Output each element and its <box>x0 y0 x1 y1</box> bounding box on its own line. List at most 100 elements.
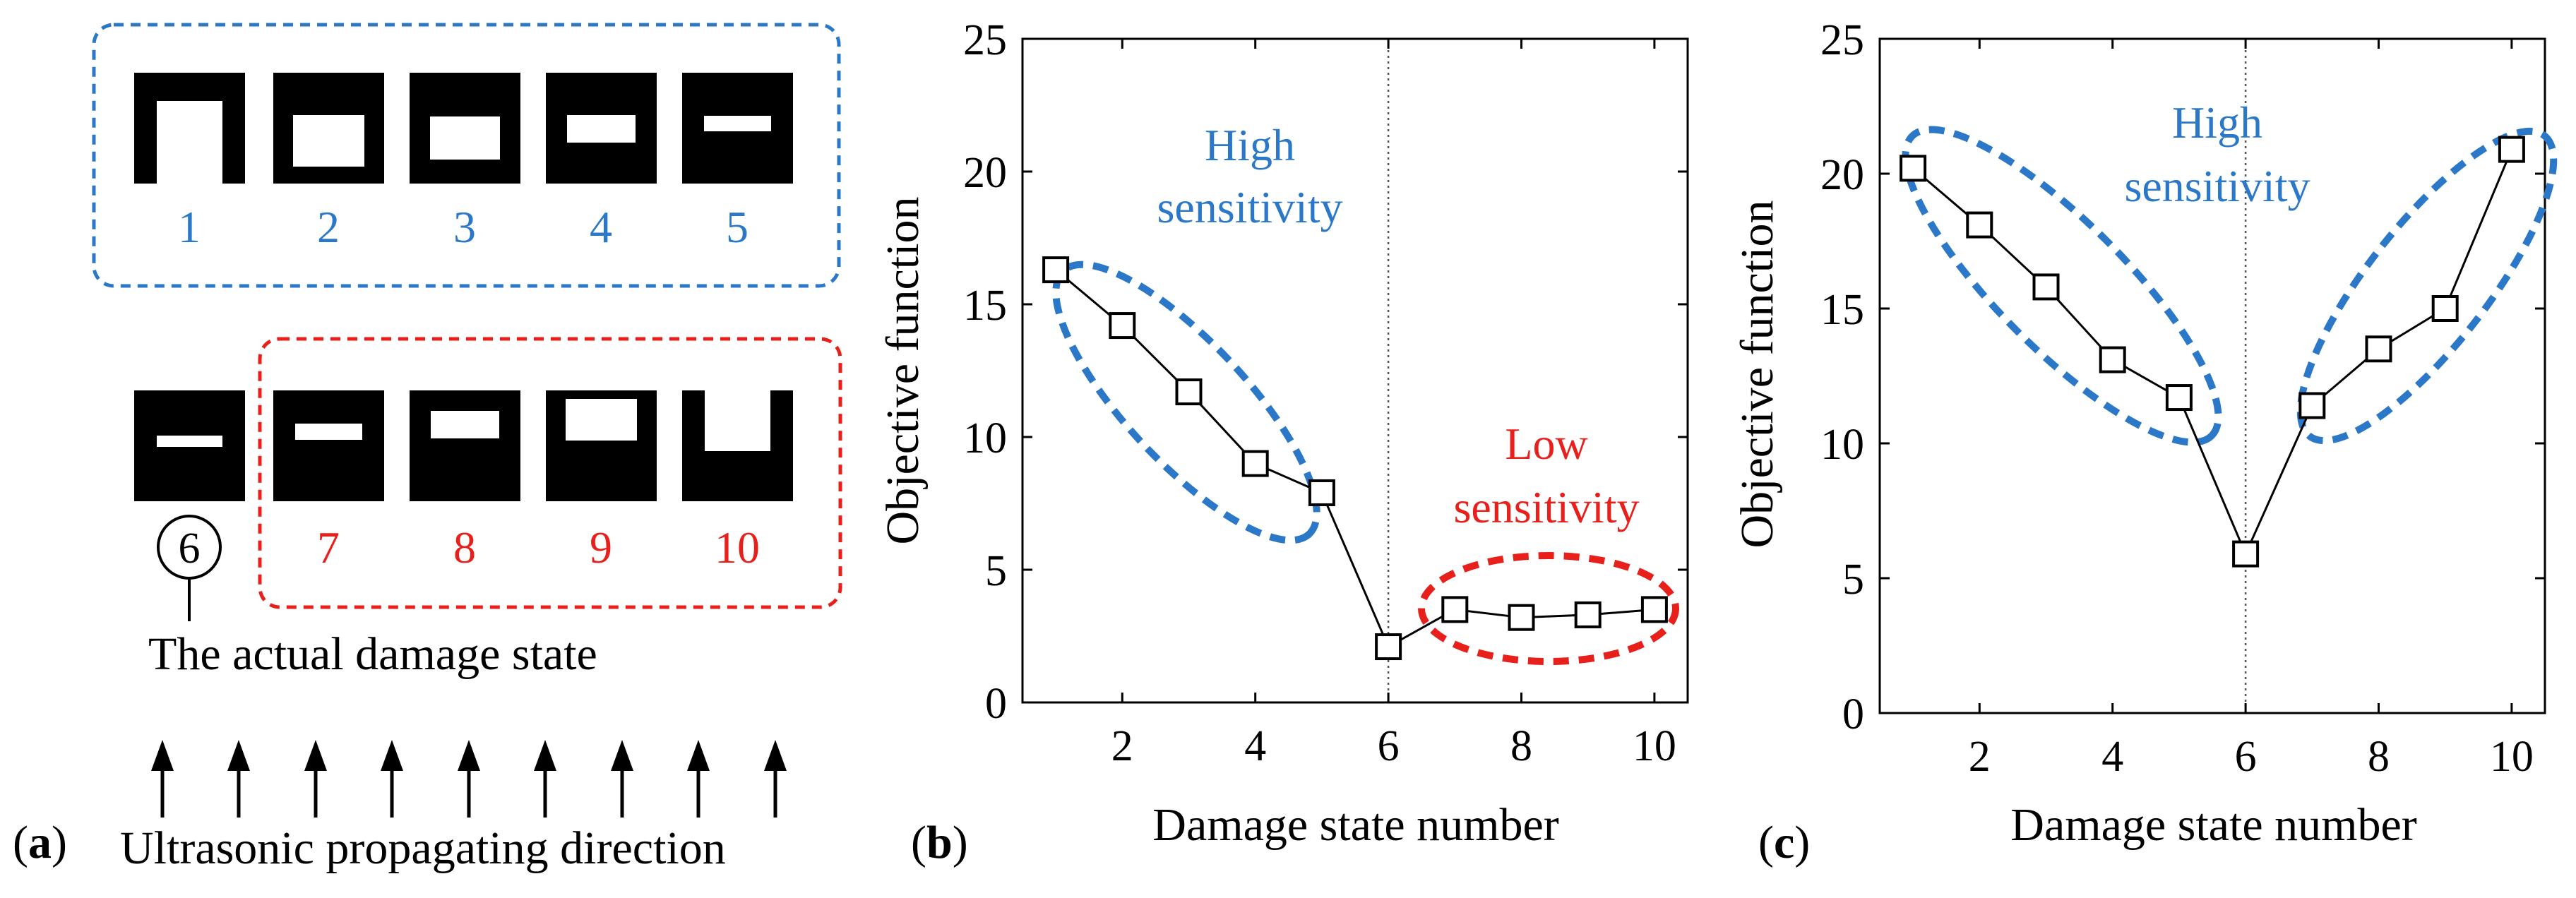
data-point-marker <box>1241 450 1269 477</box>
data-point-marker <box>1900 155 1927 182</box>
plot-b-xlabel: Damage state number <box>1152 799 1558 851</box>
x-tick-label: 2 <box>1111 722 1133 770</box>
data-point-marker <box>2232 540 2260 568</box>
panel-c: 0 5 10 15 20 25 2 4 6 8 10 High sensitivity Object… <box>1731 16 2558 868</box>
damage-state-label-9: 9 <box>590 522 612 573</box>
damage-state-label-4: 4 <box>590 202 612 252</box>
propagation-arrow-icon <box>687 740 710 818</box>
damage-state-6-icon <box>134 390 245 501</box>
data-point-marker <box>2165 384 2193 412</box>
top-group-box <box>92 23 841 288</box>
data-point-marker <box>2298 392 2326 419</box>
damage-state-label-10: 10 <box>715 522 760 573</box>
plot-b-ticks: 0 5 10 15 20 25 2 4 6 8 10 <box>963 16 1688 770</box>
propagation-arrow-icon <box>611 740 633 818</box>
plot-b-annotation-high-line2: sensitivity <box>1157 182 1342 232</box>
plot-b-frame <box>1021 37 1689 704</box>
data-point-marker <box>1175 378 1203 406</box>
plot-b-panel-label: (b) <box>911 817 968 868</box>
damage-state-10-icon <box>682 390 793 501</box>
plot-b-annotation-low: Low sensitivity <box>1453 419 1639 532</box>
y-tick-label: 20 <box>963 149 1007 197</box>
x-tick-label: 6 <box>1378 722 1400 770</box>
y-tick-label: 25 <box>1820 16 1864 64</box>
x-tick-label: 8 <box>2368 733 2390 781</box>
plot-b-high-sensitivity-ellipse <box>1052 261 1320 544</box>
data-point-marker <box>1574 601 1602 628</box>
y-tick-label: 0 <box>1842 690 1864 738</box>
plot-b-annotation-low-line2: sensitivity <box>1453 482 1639 532</box>
damage-state-9-icon <box>546 390 657 501</box>
x-tick-label: 8 <box>1510 722 1532 770</box>
damage-state-1-icon <box>134 73 245 184</box>
data-point-marker <box>1109 312 1136 340</box>
plot-c-series <box>1900 136 2525 568</box>
panel-a: 1 2 3 4 5 6 7 8 9 10 <box>13 23 842 874</box>
plot-c-frame <box>1878 37 2546 714</box>
propagation-arrow-icon <box>381 740 403 818</box>
x-tick-label: 4 <box>2101 733 2123 781</box>
plot-c-series-line <box>1912 149 2513 557</box>
damage-state-4-icon <box>546 73 657 184</box>
y-tick-label: 0 <box>985 680 1007 728</box>
y-tick-label: 10 <box>963 414 1007 462</box>
data-point-marker <box>2099 346 2126 373</box>
data-point-marker <box>1508 604 1535 631</box>
plot-b-ellipses <box>1052 261 1679 665</box>
data-point-marker <box>2431 295 2459 322</box>
damage-state-7-icon <box>273 390 384 501</box>
damage-state-label-5: 5 <box>726 202 749 252</box>
damage-state-label-7: 7 <box>317 522 340 573</box>
y-tick-label: 5 <box>985 547 1007 595</box>
plot-b-low-sensitivity-ellipse <box>1418 552 1679 665</box>
data-point-marker <box>1308 479 1335 506</box>
data-point-marker <box>1042 256 1070 284</box>
data-point-marker <box>1441 596 1469 623</box>
data-point-marker <box>1966 211 1993 239</box>
bottom-group-box <box>258 337 842 609</box>
panel-b: 0 5 10 15 20 25 2 4 6 8 10 High sensitivity Low se… <box>877 16 1689 868</box>
data-point-marker <box>1375 633 1402 661</box>
propagation-arrow-icon <box>764 740 787 818</box>
plot-b-series-line <box>1055 268 1655 649</box>
plot-c-ellipses <box>1902 126 2558 446</box>
x-tick-label: 10 <box>1633 722 1676 770</box>
propagation-arrow-icon <box>458 740 480 818</box>
y-tick-label: 5 <box>1842 556 1864 604</box>
damage-state-label-3: 3 <box>453 202 476 252</box>
damage-state-label-8: 8 <box>453 522 476 573</box>
damage-state-label-1: 1 <box>178 202 201 252</box>
data-point-marker <box>2032 273 2060 301</box>
panel-a-label: (a) <box>13 817 67 868</box>
data-point-marker <box>2498 136 2525 163</box>
plot-c-panel-label: (c) <box>1758 817 1810 868</box>
damage-state-8-icon <box>410 390 520 501</box>
data-point-marker <box>1640 596 1668 623</box>
propagation-arrow-icon <box>304 740 327 818</box>
y-tick-label: 10 <box>1820 421 1864 469</box>
x-tick-label: 4 <box>1244 722 1266 770</box>
plot-c-xlabel: Damage state number <box>2010 799 2416 851</box>
x-tick-label: 2 <box>1969 733 1991 781</box>
direction-caption: Ultrasonic propagating direction <box>120 822 726 874</box>
plot-b-series <box>1042 256 1668 661</box>
plot-c-ticks: 0 5 10 15 20 25 2 4 6 8 10 <box>1820 16 2545 781</box>
y-tick-label: 15 <box>1820 286 1864 334</box>
propagation-arrow-icon <box>534 740 556 818</box>
y-tick-label: 15 <box>963 282 1007 330</box>
plot-c-annotation-high-line2: sensitivity <box>2124 161 2310 211</box>
propagation-arrow-icon <box>151 740 174 818</box>
x-tick-label: 10 <box>2490 733 2534 781</box>
plot-b-ylabel: Objective function <box>877 196 929 544</box>
damage-state-5-icon <box>682 73 793 184</box>
y-tick-label: 20 <box>1820 151 1864 199</box>
propagation-arrows <box>151 740 787 818</box>
x-tick-label: 6 <box>2235 733 2257 781</box>
y-tick-label: 25 <box>963 16 1007 64</box>
damage-state-3-icon <box>410 73 520 184</box>
plot-b-annotation-high: High sensitivity <box>1157 120 1342 232</box>
data-point-marker <box>2365 335 2392 363</box>
damage-state-label-2: 2 <box>317 202 340 252</box>
plot-b-annotation-high-line1: High <box>1205 120 1295 170</box>
